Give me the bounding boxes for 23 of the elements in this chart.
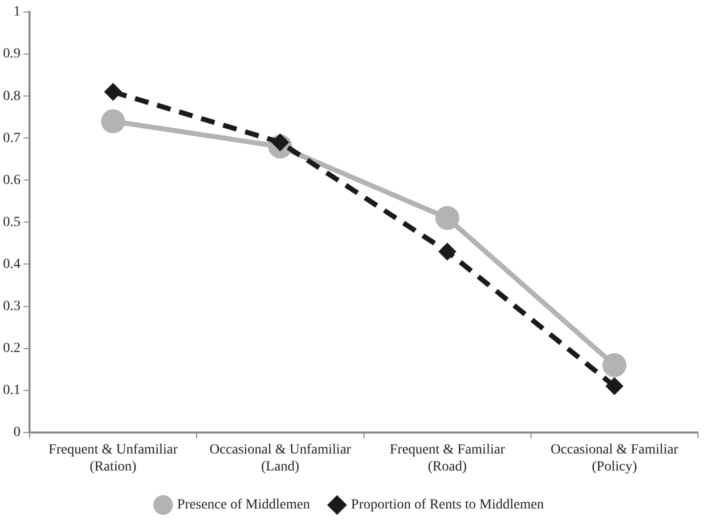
x-tick-label: Occasional & Unfamiliar (Land) <box>209 442 352 474</box>
point <box>602 353 626 378</box>
point <box>438 242 456 261</box>
y-tick-label: 0.9 <box>3 46 20 62</box>
y-tick-label: 0.7 <box>3 130 20 146</box>
y-tick-label: 0.2 <box>3 340 20 356</box>
y-tick-label: 0.4 <box>3 256 20 272</box>
point <box>104 82 122 101</box>
y-tick-label: 0.1 <box>3 383 20 398</box>
y-tick-label: 0.5 <box>3 214 20 230</box>
point <box>101 109 126 134</box>
y-tick-label: 1 <box>14 4 20 20</box>
x-tick-label: Frequent & Unfamiliar (Ration) <box>48 442 178 474</box>
x-tick-label: Frequent & Familiar (Road) <box>390 442 506 474</box>
y-tick-label: 0 <box>14 425 20 440</box>
y-tick-label: 0.6 <box>3 172 20 188</box>
y-tick-label: 0.3 <box>3 298 20 314</box>
point <box>605 377 624 396</box>
point <box>435 206 460 230</box>
legend-label: Proportion of Rents to Middlemen <box>351 498 544 513</box>
y-tick-label: 0.8 <box>3 88 20 104</box>
legend-label: Presence of Middlemen <box>177 498 310 513</box>
x-tick-label: Occasional & Familiar (Policy) <box>550 442 679 474</box>
